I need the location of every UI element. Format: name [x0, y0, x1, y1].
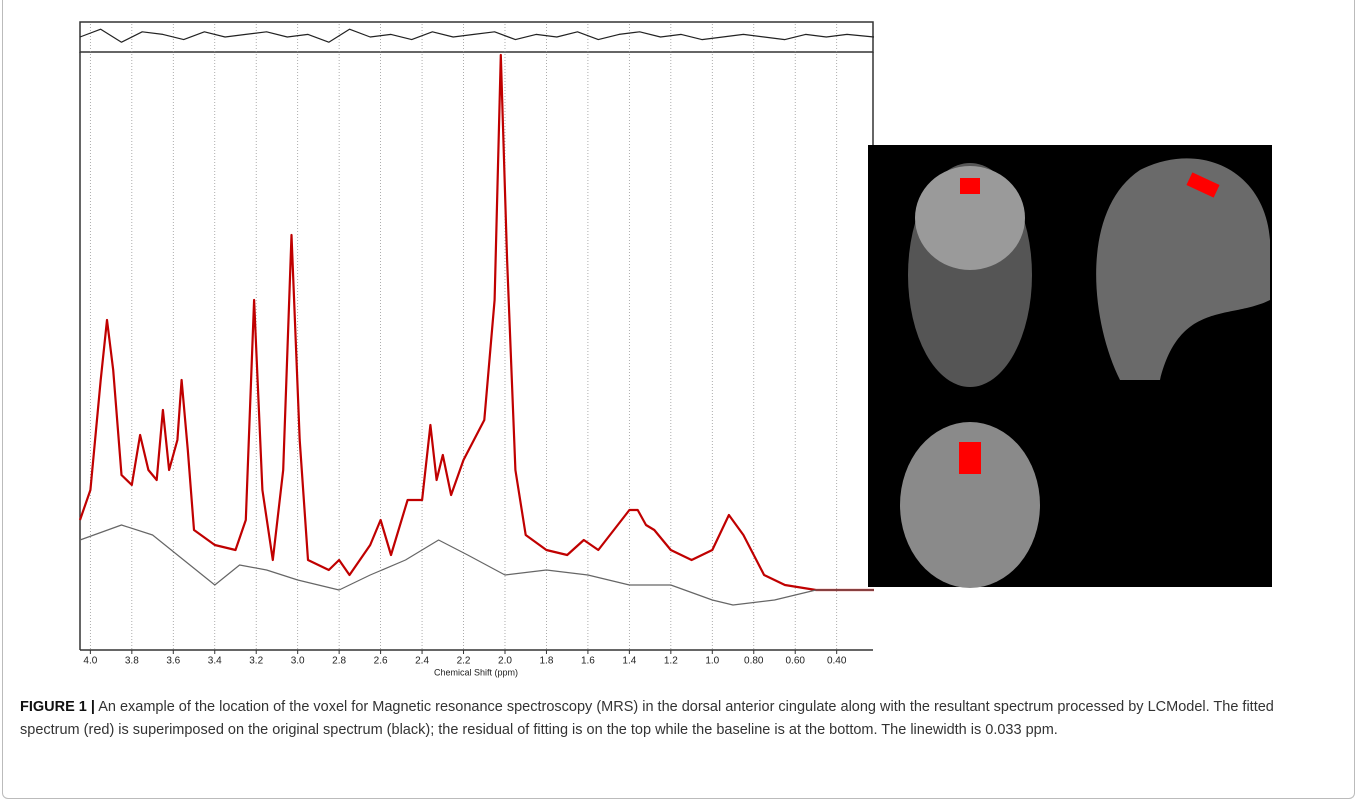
x-tick-label: 1.0	[705, 656, 719, 667]
x-tick-label: 3.4	[208, 656, 222, 667]
x-tick-label: 0.80	[744, 656, 764, 667]
residual-line	[80, 29, 874, 42]
x-tick-label: 3.6	[166, 656, 180, 667]
voxel	[960, 178, 980, 194]
voxel	[959, 442, 981, 474]
caption-label: FIGURE 1 |	[20, 699, 95, 715]
x-tick-label: 0.60	[785, 656, 805, 667]
x-tick-label: 2.0	[498, 656, 512, 667]
x-tick-label: 3.8	[125, 656, 139, 667]
x-tick-label: 2.2	[457, 656, 471, 667]
x-tick-label: 3.2	[249, 656, 263, 667]
x-tick-label: 1.2	[664, 656, 678, 667]
fit-line	[80, 55, 874, 590]
figure: Chemical Shift (ppm) 4.0 3.8 3.6 3.4 3.2 3.0 2…	[0, 0, 1357, 690]
x-tick-label: 1.6	[581, 656, 595, 667]
x-tick-label: 4.0	[83, 656, 97, 667]
x-tick-label: 1.8	[539, 656, 553, 667]
x-tick-label: 1.4	[622, 656, 636, 667]
x-tick-label: 2.8	[332, 656, 346, 667]
x-tick-label: 0.40	[827, 656, 847, 667]
x-tick-label: 2.4	[415, 656, 429, 667]
x-tick-label: 2.6	[374, 656, 388, 667]
caption: FIGURE 1 | An example of the location of…	[20, 696, 1320, 742]
x-tick-label: 3.0	[291, 656, 305, 667]
x-axis-label: Chemical Shift (ppm)	[434, 667, 518, 677]
caption-text: An example of the location of the voxel …	[20, 699, 1274, 738]
baseline-line	[80, 525, 874, 605]
